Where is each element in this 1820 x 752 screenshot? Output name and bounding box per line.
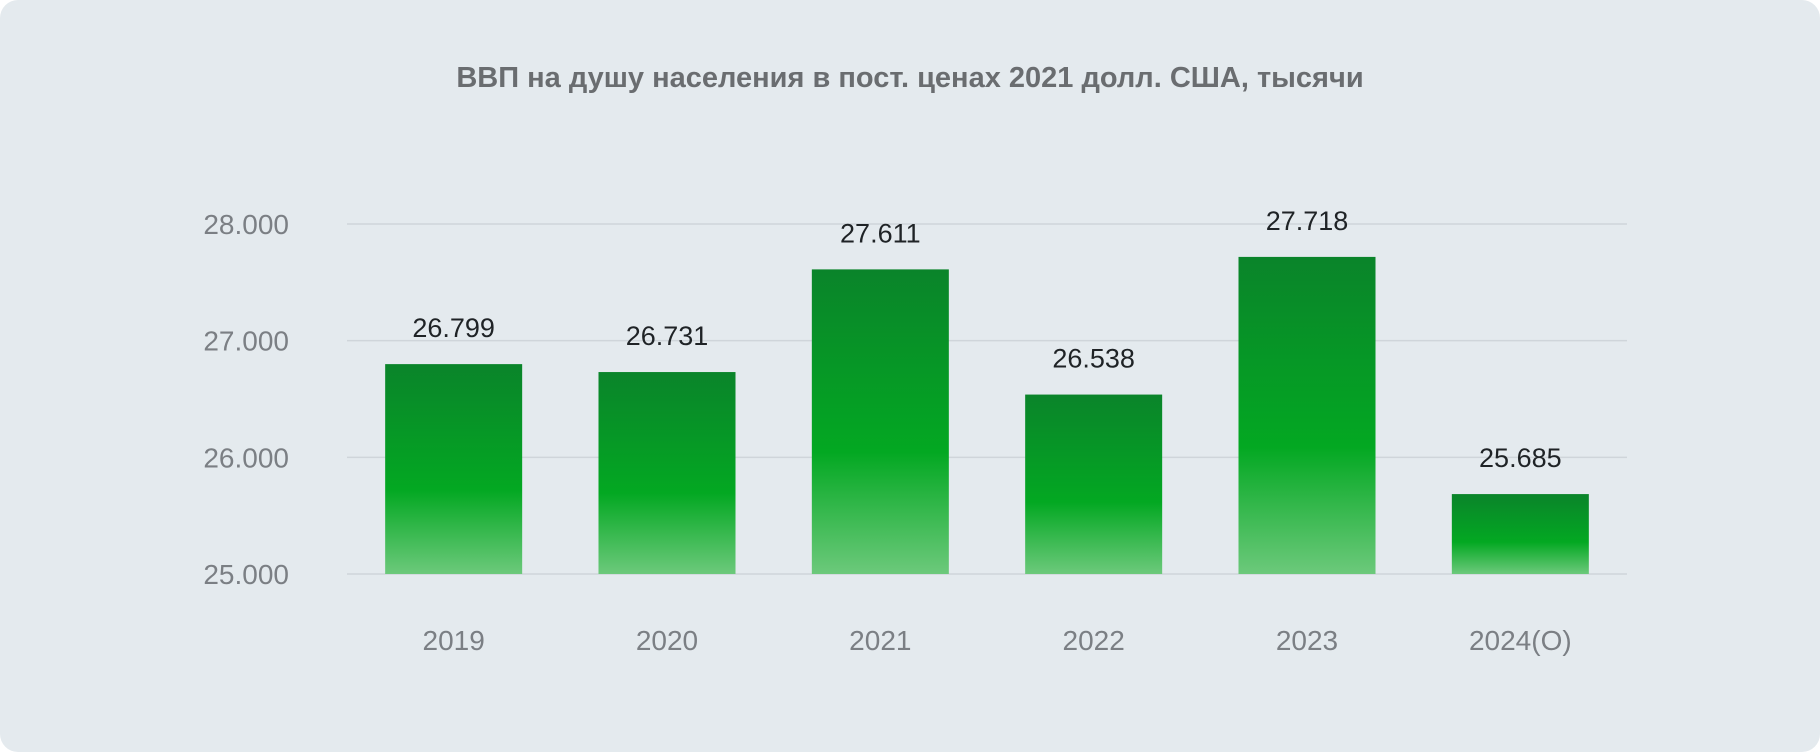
data-label: 27.718 xyxy=(1266,206,1349,236)
x-tick-label: 2022 xyxy=(1063,625,1125,656)
y-tick-label: 28.000 xyxy=(203,209,289,240)
x-tick-label: 2021 xyxy=(849,625,911,656)
y-tick-label: 25.000 xyxy=(203,559,289,590)
x-tick-label: 2020 xyxy=(636,625,698,656)
x-axis-ticks: 2019 2020 2021 2022 2023 2024(О) xyxy=(423,625,1572,656)
bar-2023 xyxy=(1238,256,1376,574)
x-tick-label: 2019 xyxy=(423,625,485,656)
bar-2020 xyxy=(598,372,736,574)
data-label: 26.538 xyxy=(1052,344,1135,374)
bars xyxy=(385,256,1589,574)
x-tick-label: 2024(О) xyxy=(1469,625,1572,656)
y-tick-label: 27.000 xyxy=(203,326,289,357)
bar-2021 xyxy=(811,269,949,574)
x-tick-label: 2023 xyxy=(1276,625,1338,656)
bar-2024(О) xyxy=(1451,494,1589,574)
y-tick-label: 26.000 xyxy=(203,442,289,473)
data-label: 27.611 xyxy=(840,218,921,248)
data-labels: 26.799 26.731 27.611 26.538 27.718 25.685 xyxy=(412,206,1561,473)
y-axis-ticks: 25.000 26.000 27.000 28.000 xyxy=(203,209,289,590)
data-label: 25.685 xyxy=(1479,443,1562,473)
data-label: 26.799 xyxy=(412,313,495,343)
bar-2022 xyxy=(1025,394,1163,574)
chart-title: ВВП на душу населения в пост. ценах 2021… xyxy=(456,62,1364,94)
data-label: 26.731 xyxy=(626,321,709,351)
bar-2019 xyxy=(385,364,523,574)
gridlines xyxy=(347,223,1627,575)
